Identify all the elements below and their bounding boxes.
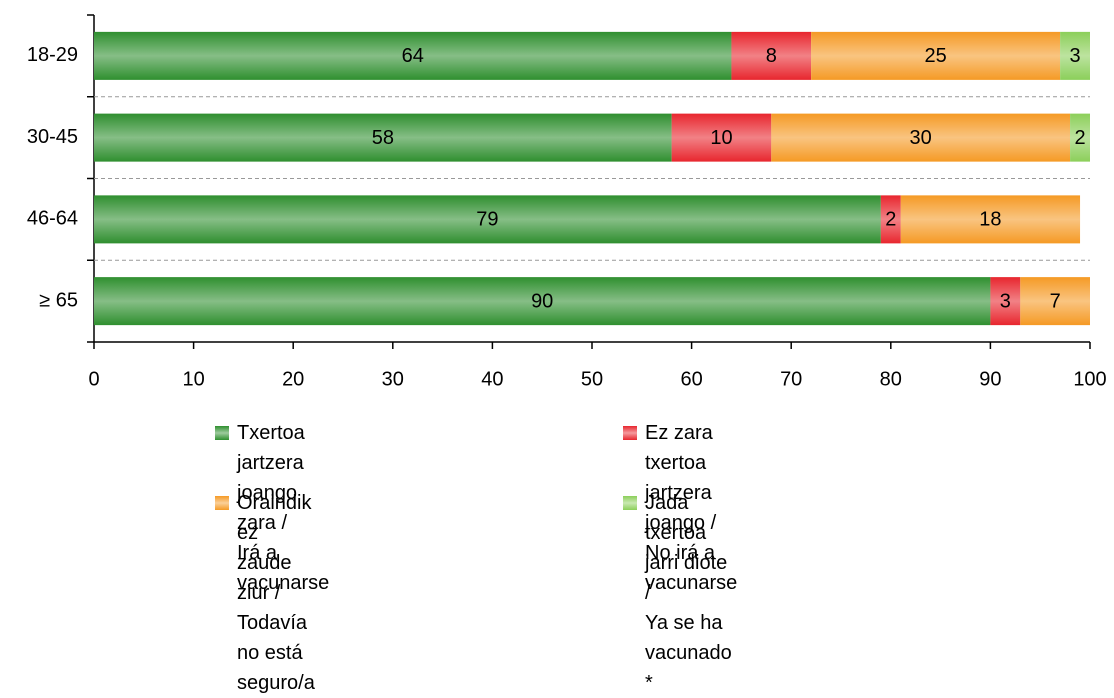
bar-shine <box>771 113 1071 162</box>
data-label: 58 <box>372 127 394 149</box>
data-label: 2 <box>885 209 896 231</box>
y-tick-label: 46-64 <box>27 208 78 230</box>
data-label: 10 <box>710 127 732 149</box>
y-tick-label: 18-29 <box>27 44 78 66</box>
x-tick-label: 30 <box>382 368 404 390</box>
bar-shine <box>880 195 901 244</box>
x-tick-label: 60 <box>680 368 702 390</box>
bar-shine <box>94 195 881 244</box>
data-label: 2 <box>1074 127 1085 149</box>
data-label: 7 <box>1050 290 1061 312</box>
legend-entry: Jada txertoa jarri diote / Ya se ha vacu… <box>623 488 732 698</box>
data-label: 30 <box>910 127 932 149</box>
bar-shine <box>94 113 672 162</box>
legend-label: Jada txertoa jarri diote / Ya se ha vacu… <box>645 492 732 694</box>
page: 0 10 20 30 40 50 60 70 80 90 100 18-29 64 8 25 3 30-45 58… <box>26 14 1107 694</box>
bar-shine <box>900 195 1081 244</box>
x-tick-label: 50 <box>581 368 603 390</box>
x-tick-label: 70 <box>780 368 802 390</box>
data-label: 8 <box>766 45 777 67</box>
x-tick-label: 80 <box>880 368 902 390</box>
bar-shine <box>1070 113 1090 162</box>
bar-shine <box>94 31 732 80</box>
x-tick-label: 20 <box>282 368 304 390</box>
legend-label: Oraindik ez zaude ziur / Todavía no está… <box>237 492 315 694</box>
bar-shine <box>1020 277 1090 326</box>
bar-shine <box>671 113 772 162</box>
legend-swatch <box>623 496 637 510</box>
legend-entry: Oraindik ez zaude ziur / Todavía no está… <box>215 488 315 698</box>
x-tick-label: 100 <box>1073 368 1106 390</box>
legend-swatch <box>623 426 637 440</box>
data-label: 25 <box>924 45 946 67</box>
x-tick-label: 40 <box>481 368 503 390</box>
bar-shine <box>731 31 812 80</box>
legend-swatch <box>215 426 229 440</box>
chart: 0 10 20 30 40 50 60 70 80 90 100 18-29 64 8 25 3 30-45 58… <box>27 14 1107 390</box>
bar-shine <box>811 31 1061 80</box>
data-label: 90 <box>531 290 553 312</box>
data-label: 79 <box>476 209 498 231</box>
x-tick-label: 90 <box>979 368 1001 390</box>
legend-swatch <box>215 496 229 510</box>
x-tick-label: 10 <box>182 368 204 390</box>
data-label: 3 <box>1000 290 1011 312</box>
x-tick-label: 0 <box>88 368 99 390</box>
data-label: 3 <box>1069 45 1080 67</box>
bar-shine <box>990 277 1021 326</box>
data-label: 64 <box>402 45 424 67</box>
bar-shine <box>94 277 991 326</box>
y-tick-label: ≥ 65 <box>39 289 78 311</box>
y-tick-label: 30-45 <box>27 126 78 148</box>
data-label: 18 <box>979 209 1001 231</box>
bar-shine <box>1060 31 1090 80</box>
